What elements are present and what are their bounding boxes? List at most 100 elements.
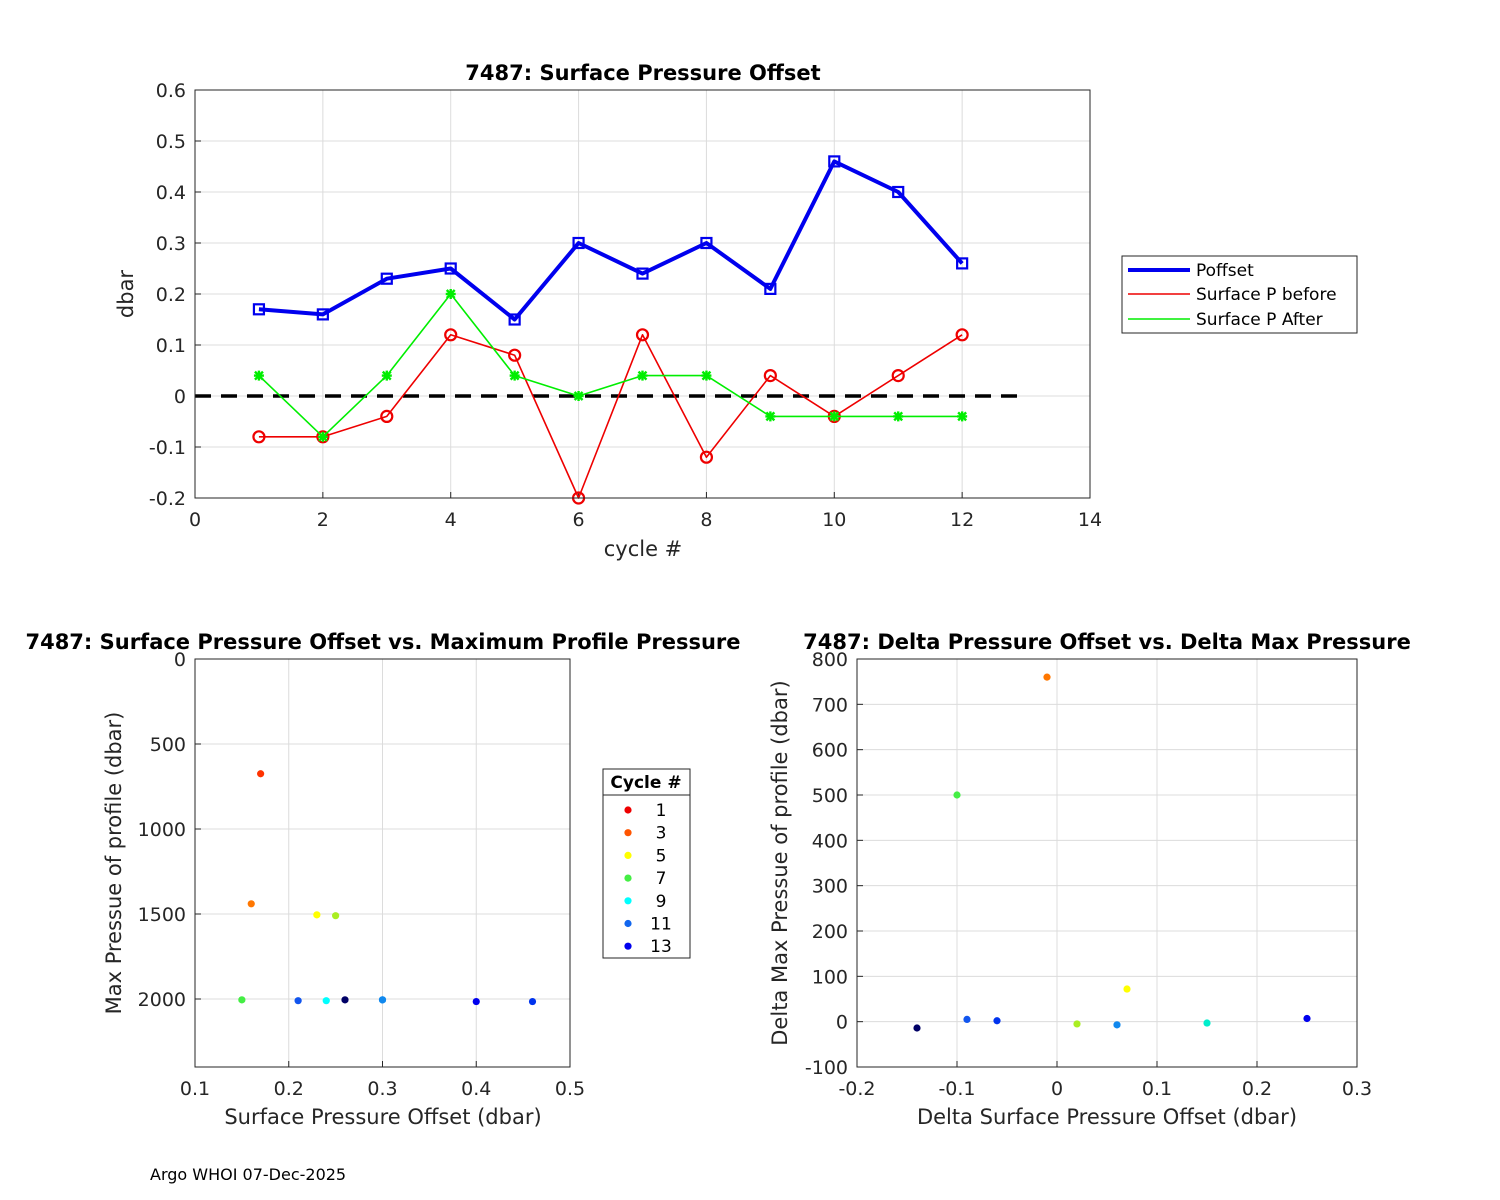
axes-frame: [856, 658, 1358, 1068]
x-tick-label: 10: [822, 509, 846, 531]
scatter-point: [993, 1017, 1001, 1025]
data-point: [253, 370, 264, 381]
data-point: [380, 272, 393, 285]
scatter-point: [322, 997, 330, 1005]
y-tick-label: 500: [150, 734, 186, 756]
legend-cycle-label: 1: [656, 801, 667, 821]
y-tick-label: 0: [174, 386, 186, 408]
x-axis-label: cycle #: [604, 537, 683, 561]
series-line-poffset: [258, 159, 964, 322]
scatter-point: [238, 996, 246, 1004]
legend-marker: [624, 942, 632, 950]
x-tick-label: 0.1: [180, 1078, 210, 1100]
x-tick-label: 0.1: [1142, 1078, 1172, 1100]
legend-cycle-label: 3: [656, 824, 667, 844]
scatter-point: [913, 1024, 921, 1032]
points-group: [238, 770, 537, 1006]
data-point: [508, 348, 522, 362]
legend-cycle-label: 7: [656, 869, 667, 889]
legend-label-surface-p-before: Surface P before: [1196, 285, 1337, 305]
axes-frame: [194, 89, 1091, 499]
legend-marker: [624, 851, 632, 860]
scatter-point: [1043, 673, 1051, 681]
legend-marker: [624, 919, 632, 928]
data-point: [891, 369, 905, 383]
data-point: [252, 303, 266, 316]
y-tick-label: 200: [812, 921, 848, 943]
x-tick-labels: -0.2 -0.1 0 0.1 0.2 0.3: [838, 1078, 1372, 1100]
x-axis-label: Delta Surface Pressure Offset (dbar): [917, 1105, 1297, 1129]
x-tick-label: -0.1: [938, 1078, 975, 1100]
x-tick-label: 0.3: [1342, 1078, 1372, 1100]
x-axis-label: Surface Pressure Offset (dbar): [224, 1105, 541, 1129]
legend-marker: [624, 874, 632, 882]
series-group: [252, 155, 969, 505]
scatter-point: [1123, 985, 1131, 993]
y-tick-label: 400: [812, 830, 848, 852]
data-point: [444, 328, 458, 342]
y-tick-label: 600: [812, 740, 848, 762]
series-line-surface-p-before: [258, 333, 963, 499]
series-line-surface-p-after: [258, 293, 963, 438]
scatter-point: [953, 791, 961, 799]
y-axis-label: Delta Max Pressue of profile (dbar): [768, 680, 792, 1045]
y-tick-labels: 0 500 1000 1500 2000: [138, 649, 186, 1011]
footer-credit: Argo WHOI 07-Dec-2025: [150, 1165, 347, 1184]
axes-frame: [194, 658, 571, 1068]
data-point: [509, 370, 520, 381]
data-point: [829, 411, 840, 422]
x-tick-labels: 0 2 4 6 8 10 12 14: [189, 509, 1102, 531]
data-point: [956, 257, 969, 270]
legend: Poffset Surface P before Surface P After: [1121, 255, 1358, 334]
x-tick-label: 0: [1051, 1078, 1063, 1100]
y-tick-label: -0.2: [149, 488, 186, 510]
y-tick-label: 800: [812, 649, 848, 671]
data-point: [445, 289, 456, 299]
x-tick-label: 0.2: [274, 1078, 304, 1100]
x-tick-label: 12: [950, 509, 974, 531]
data-point: [444, 262, 457, 275]
data-point: [763, 369, 777, 383]
data-point: [635, 328, 650, 342]
chart-title: 7487: Surface Pressure Offset: [465, 61, 820, 85]
y-tick-label: 0.2: [156, 284, 186, 306]
y-tick-label: 0.4: [156, 182, 186, 204]
y-tick-label: 0: [174, 649, 186, 671]
x-tick-labels: 0.1 0.2 0.3 0.4 0.5: [180, 1078, 585, 1100]
data-point: [955, 328, 969, 342]
data-point: [699, 450, 714, 464]
offset-timeseries-plot: 0 2 4 6 8 10 12 14 -0.2-0.100.10.20.30.40.50.6 …: [114, 61, 1358, 561]
y-tick-labels: -0.2 -0.1 0 0.1 0.2 0.3 0.4 0.5 0.6: [149, 80, 186, 510]
y-tick-label: 0.1: [156, 335, 186, 357]
legend-marker: [624, 829, 632, 837]
x-tick-label: 0.4: [461, 1078, 491, 1100]
data-point: [893, 411, 904, 422]
y-tick-label: 0.6: [156, 80, 186, 102]
y-tick-label: 0.5: [156, 131, 186, 153]
scatter-point: [472, 997, 480, 1006]
legend-cycle-label: 9: [656, 892, 667, 912]
y-tick-label: 700: [812, 694, 848, 716]
legend-cycle-label: 11: [650, 915, 672, 935]
data-point: [573, 391, 584, 401]
legend-marker: [624, 806, 632, 814]
y-tick-label: 500: [812, 785, 848, 807]
points-group: [913, 673, 1311, 1032]
legend-title: Cycle #: [610, 773, 681, 793]
scatter-point: [1113, 1021, 1121, 1029]
y-tick-label: 1500: [138, 904, 186, 926]
scatter-point: [294, 997, 302, 1005]
data-point: [381, 370, 392, 381]
data-point: [764, 282, 777, 295]
y-axis-label: dbar: [114, 270, 138, 319]
legend-label-surface-p-after: Surface P After: [1196, 310, 1323, 330]
y-tick-label: 1000: [138, 819, 186, 841]
scatter-point: [528, 997, 537, 1006]
scatter-point: [378, 996, 387, 1004]
data-point: [316, 430, 330, 444]
legend-box: [602, 768, 691, 959]
y-tick-label: -100: [805, 1057, 848, 1079]
data-point: [700, 236, 713, 250]
